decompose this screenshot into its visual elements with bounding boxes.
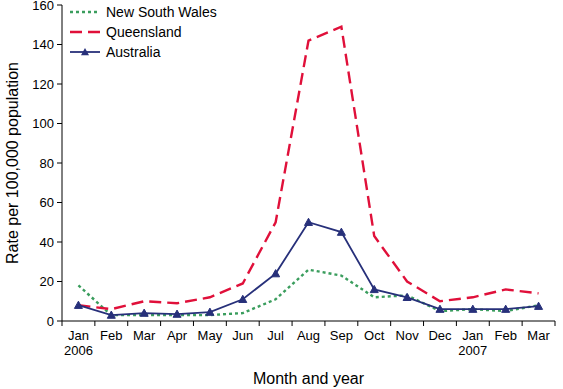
- x-tick-label: Dec: [428, 328, 452, 343]
- y-tick-label: 80: [40, 156, 54, 171]
- x-tick-label: Apr: [167, 328, 188, 343]
- x-axis-title: Month and year: [253, 370, 365, 387]
- x-tick: [324, 321, 325, 326]
- x-tick-label-line: Feb: [494, 328, 516, 343]
- x-axis: [62, 321, 555, 322]
- legend-label: New South Wales: [106, 4, 217, 20]
- y-tick-label: 0: [47, 314, 54, 329]
- legend-swatch: [70, 31, 100, 33]
- x-tick-label-line: Nov: [396, 328, 420, 343]
- legend-label: Queensland: [106, 24, 182, 40]
- x-tick-label: Jul: [267, 328, 284, 343]
- x-tick-label-line: 2007: [458, 343, 487, 358]
- x-tick-label: Jan2006: [64, 328, 93, 358]
- x-tick-label-line: Apr: [167, 328, 188, 343]
- x-tick-label-line: Oct: [364, 328, 385, 343]
- y-tick: [57, 202, 62, 203]
- y-tick: [57, 242, 62, 243]
- y-tick: [57, 5, 62, 6]
- y-tick: [57, 163, 62, 164]
- chart: 020406080100120140160Jan2006FebMarAprMay…: [0, 0, 563, 389]
- marker: [107, 311, 115, 318]
- x-tick-label-line: Aug: [297, 328, 320, 343]
- y-tick: [57, 44, 62, 45]
- legend-marker: [81, 48, 89, 55]
- x-tick: [522, 321, 523, 326]
- x-tick-label: Nov: [396, 328, 420, 343]
- x-tick-label-line: May: [198, 328, 223, 343]
- x-tick-label: Feb: [100, 328, 122, 343]
- marker: [370, 285, 378, 292]
- series-line: [78, 222, 538, 315]
- marker: [305, 218, 313, 225]
- x-tick: [226, 321, 227, 326]
- x-tick-label-line: Sep: [330, 328, 353, 343]
- x-tick: [193, 321, 194, 326]
- x-tick-label-line: Jul: [267, 328, 284, 343]
- x-tick-label-line: Dec: [428, 328, 452, 343]
- x-tick-label-line: Feb: [100, 328, 122, 343]
- y-tick: [57, 281, 62, 282]
- x-tick-label: Jan2007: [458, 328, 487, 358]
- y-tick-label: 60: [40, 195, 54, 210]
- x-tick: [94, 321, 95, 326]
- x-tick-label-line: 2006: [64, 343, 93, 358]
- marker: [337, 228, 345, 235]
- x-tick: [292, 321, 293, 326]
- x-tick-label: Sep: [330, 328, 353, 343]
- x-tick: [489, 321, 490, 326]
- x-tick-label-line: Jan: [462, 328, 483, 343]
- x-tick: [127, 321, 128, 326]
- x-tick: [423, 321, 424, 326]
- marker: [140, 309, 148, 316]
- x-tick: [390, 321, 391, 326]
- marker: [436, 305, 444, 312]
- y-axis-title: Rate per 100,000 population: [4, 62, 21, 264]
- y-tick: [57, 84, 62, 85]
- legend-label: Australia: [106, 44, 161, 60]
- x-tick-label: Mar: [133, 328, 156, 343]
- x-tick-label: Feb: [494, 328, 516, 343]
- marker: [239, 295, 247, 302]
- y-tick-label: 120: [32, 77, 54, 92]
- legend: New South Wales Queensland Australia: [70, 4, 217, 60]
- plot-data: [74, 27, 542, 319]
- marker: [206, 308, 214, 315]
- x-tick-label: May: [198, 328, 223, 343]
- x-tick-label-line: Mar: [527, 328, 550, 343]
- y-tick-label: 20: [40, 274, 54, 289]
- y-tick-label: 100: [32, 116, 54, 131]
- y-tick-label: 40: [40, 235, 54, 250]
- x-tick-label-line: Jun: [232, 328, 253, 343]
- y-tick-label: 140: [32, 37, 54, 52]
- x-tick: [357, 321, 358, 326]
- x-tick-label: Mar: [527, 328, 550, 343]
- x-tick-label: Oct: [364, 328, 385, 343]
- x-tick: [555, 321, 556, 326]
- x-tick-label-line: Jan: [68, 328, 89, 343]
- marker: [74, 301, 82, 308]
- x-tick: [456, 321, 457, 326]
- y-tick: [57, 123, 62, 124]
- x-tick-label: Aug: [297, 328, 320, 343]
- marker: [173, 310, 181, 317]
- x-tick: [160, 321, 161, 326]
- y-tick-label: 160: [32, 0, 54, 13]
- x-tick-label: Jun: [232, 328, 253, 343]
- marker: [403, 293, 411, 300]
- marker: [535, 302, 543, 309]
- marker: [272, 270, 280, 277]
- y-tick: [57, 321, 62, 322]
- x-tick-label-line: Mar: [133, 328, 156, 343]
- marker: [502, 305, 510, 312]
- legend-swatch: [70, 11, 100, 13]
- marker: [469, 305, 477, 312]
- x-tick: [62, 321, 63, 326]
- series-line: [78, 27, 538, 309]
- x-tick: [259, 321, 260, 326]
